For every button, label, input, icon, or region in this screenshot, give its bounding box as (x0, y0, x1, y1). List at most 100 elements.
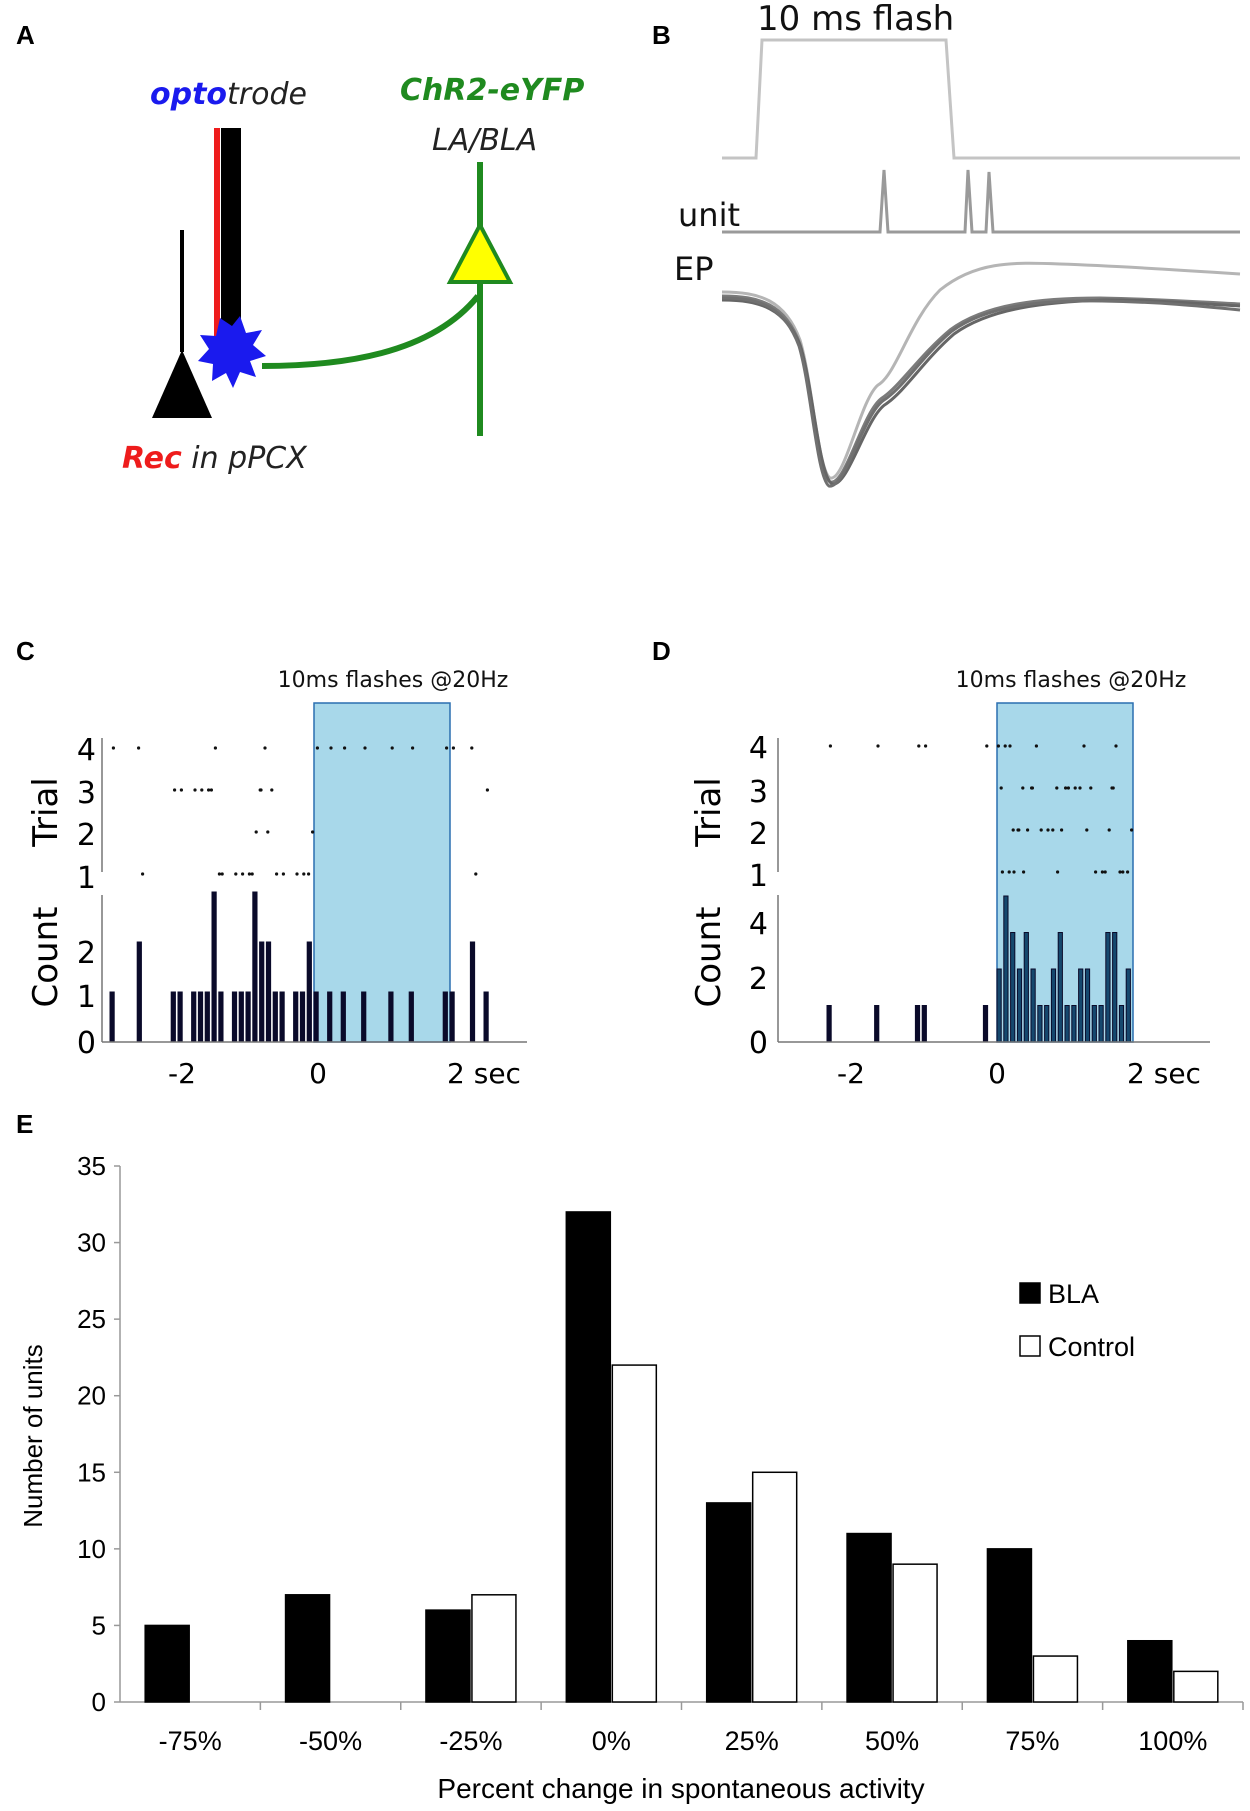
panel-e-bar-bla (425, 1609, 471, 1703)
d-raster-spike (1011, 828, 1015, 832)
c-histogram-bar (293, 991, 299, 1043)
d-histogram-bar (982, 1005, 989, 1043)
c-raster-spike (315, 746, 319, 750)
c-raster-spike (179, 788, 183, 792)
c-histogram-bar (272, 991, 278, 1043)
flash-trace (722, 38, 1240, 160)
d-raster-spike (1007, 870, 1011, 874)
panel-e-xtick-label: 0% (592, 1726, 631, 1756)
c-raster-spike (343, 746, 347, 750)
panel-e-bar-bla (1127, 1639, 1173, 1703)
d-raster-spike (1008, 744, 1012, 748)
panel-e-bar-control (1173, 1670, 1219, 1703)
panel-c-count-ylabel: Count (26, 907, 66, 1008)
d-histogram-bar (1050, 968, 1057, 1043)
panel-e-bar-control (1032, 1655, 1079, 1703)
c-histogram-bar (197, 991, 204, 1043)
panel-c-count-tick: 1 (77, 980, 96, 1015)
flash-label: 10 ms flash (757, 0, 954, 39)
c-histogram-bar (327, 991, 333, 1043)
panel-c-xtick: 0 (309, 1057, 327, 1090)
d-raster-spike (1082, 744, 1086, 748)
c-raster-spike (241, 872, 245, 876)
panel-e-bar-bla (846, 1532, 892, 1703)
c-histogram-bar (252, 891, 258, 1043)
panel-c-xtick: -2 (168, 1057, 196, 1090)
d-raster-spike (1030, 786, 1034, 790)
panel-label-e: E (16, 1109, 33, 1139)
panel-e-ytick-label: 0 (92, 1687, 106, 1717)
panel-d-xtick: -2 (837, 1057, 865, 1090)
panel-e-bar-bla (284, 1594, 331, 1703)
d-raster-spike (1103, 870, 1107, 874)
c-raster-spike (209, 788, 213, 792)
legend-label-control: Control (1048, 1332, 1135, 1362)
d-raster-spike (1012, 870, 1016, 874)
panel-c-trial-tick: 4 (77, 733, 96, 768)
c-histogram-bar (469, 941, 476, 1043)
c-histogram-bar (218, 991, 224, 1043)
c-histogram-bar (442, 991, 448, 1043)
panel-c-count-tick: 0 (77, 1026, 96, 1061)
bla-axon (261, 294, 481, 369)
panel-e-xtick-label: 50% (865, 1726, 919, 1756)
chr2-label: ChR2-eYFP (400, 73, 584, 108)
ppcx-neuron (152, 350, 212, 418)
panel-c-stimulus-window (313, 702, 451, 1043)
d-raster-spike (1118, 870, 1122, 874)
d-histogram-bar (921, 1005, 927, 1043)
panel-d-raster-psth: 10ms flashes @20Hz Trial Count 4 3 2 1 4… (689, 668, 1210, 1090)
d-histogram-bar (1003, 895, 1009, 1043)
c-histogram-bar (170, 991, 176, 1043)
c-histogram-bar (408, 991, 414, 1043)
panel-c-trial-tick: 1 (77, 861, 96, 896)
d-raster-spike (917, 744, 921, 748)
c-histogram-bar (265, 941, 272, 1043)
c-raster-spike (474, 872, 478, 876)
d-raster-spike (1046, 828, 1050, 832)
d-raster-spike (1003, 744, 1007, 748)
c-histogram-bar (340, 991, 346, 1043)
d-histogram-bar (1105, 932, 1111, 1043)
d-histogram-bar (1078, 968, 1084, 1043)
panel-d-trial-tick: 2 (749, 817, 768, 852)
d-raster-spike (876, 744, 880, 748)
d-histogram-bar (1030, 968, 1036, 1043)
panel-d-title: 10ms flashes @20Hz (956, 668, 1187, 693)
d-raster-spike (1022, 870, 1026, 874)
panel-d-trial-tick: 1 (749, 859, 768, 894)
c-raster-spike (470, 746, 474, 750)
recording-label: Rec in pPCX (122, 441, 308, 476)
panel-e-xtick-label: -25% (439, 1726, 502, 1756)
panel-e-bar-control (471, 1594, 517, 1703)
d-raster-spike (985, 744, 989, 748)
optotrode-label: optotrode (150, 77, 307, 112)
panel-e-xtick-label: 100% (1138, 1726, 1207, 1756)
d-histogram-bar (1071, 1005, 1077, 1043)
d-raster-spike (1026, 828, 1030, 832)
ep-label: EP (674, 250, 714, 288)
c-histogram-bar (279, 991, 285, 1043)
c-raster-spike (173, 788, 177, 792)
d-raster-spike (999, 786, 1003, 790)
panel-c-raster (111, 746, 489, 876)
c-histogram-bar (204, 991, 210, 1043)
d-raster-spike (1066, 786, 1070, 790)
d-raster-spike (828, 744, 833, 748)
d-raster-spike (1051, 828, 1055, 832)
c-raster-spike (213, 746, 217, 750)
panel-e-xtick-label: -75% (159, 1726, 222, 1756)
c-raster-spike (247, 872, 251, 876)
d-raster-spike (1089, 786, 1093, 790)
d-histogram-bar (1057, 932, 1063, 1043)
panel-e-ytick-label: 30 (77, 1228, 106, 1258)
panel-e-ytick-label: 25 (77, 1304, 106, 1334)
d-raster-spike (1100, 870, 1104, 874)
panel-e-ytick-label: 5 (92, 1610, 106, 1640)
d-raster-spike (924, 744, 928, 748)
panel-e-xticks: -75% -50% -25% 0% 25% 50% 75% 100% (159, 1702, 1244, 1756)
unit-label: unit (678, 196, 740, 234)
panel-e-bar-control (751, 1471, 798, 1703)
panel-e-yticks: 0 5 10 15 20 25 30 35 (77, 1151, 120, 1717)
